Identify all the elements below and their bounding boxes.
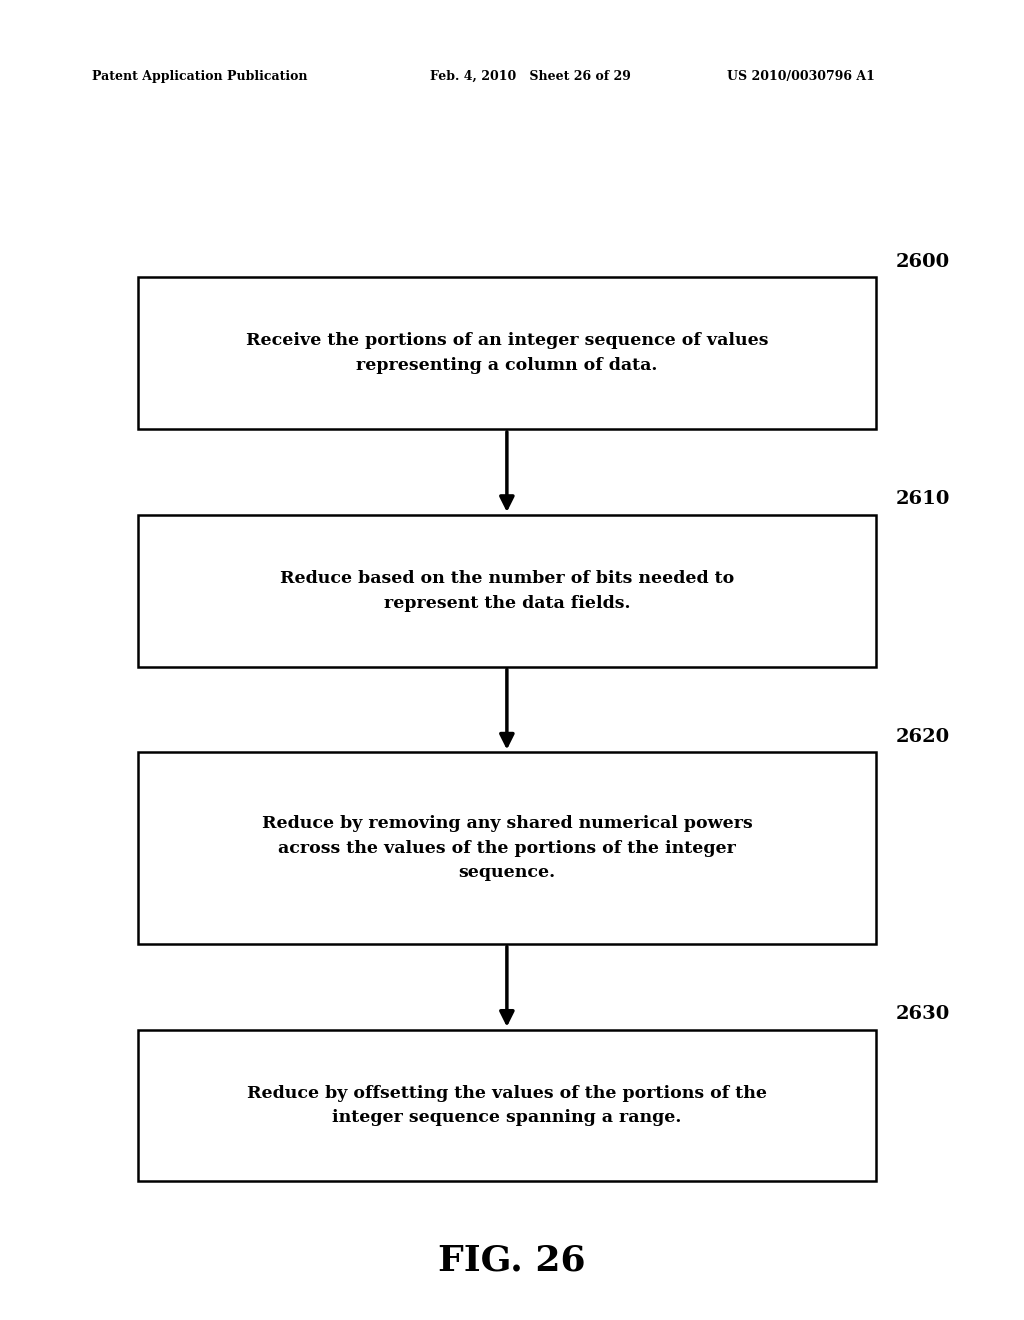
Text: 2600: 2600 xyxy=(896,252,950,271)
Text: FIG. 26: FIG. 26 xyxy=(438,1243,586,1278)
Text: US 2010/0030796 A1: US 2010/0030796 A1 xyxy=(727,70,874,83)
Bar xyxy=(138,277,876,429)
Text: Feb. 4, 2010   Sheet 26 of 29: Feb. 4, 2010 Sheet 26 of 29 xyxy=(430,70,631,83)
Text: Patent Application Publication: Patent Application Publication xyxy=(92,70,307,83)
Bar xyxy=(138,752,876,944)
Text: 2610: 2610 xyxy=(896,490,950,508)
Bar xyxy=(138,515,876,667)
Text: Receive the portions of an integer sequence of values
representing a column of d: Receive the portions of an integer seque… xyxy=(246,333,768,374)
Text: 2630: 2630 xyxy=(896,1005,950,1023)
Text: 2620: 2620 xyxy=(896,727,950,746)
Bar xyxy=(138,1030,876,1181)
Text: Reduce by removing any shared numerical powers
across the values of the portions: Reduce by removing any shared numerical … xyxy=(261,814,753,882)
Text: Reduce based on the number of bits needed to
represent the data fields.: Reduce based on the number of bits neede… xyxy=(280,570,734,611)
Text: Reduce by offsetting the values of the portions of the
integer sequence spanning: Reduce by offsetting the values of the p… xyxy=(247,1085,767,1126)
